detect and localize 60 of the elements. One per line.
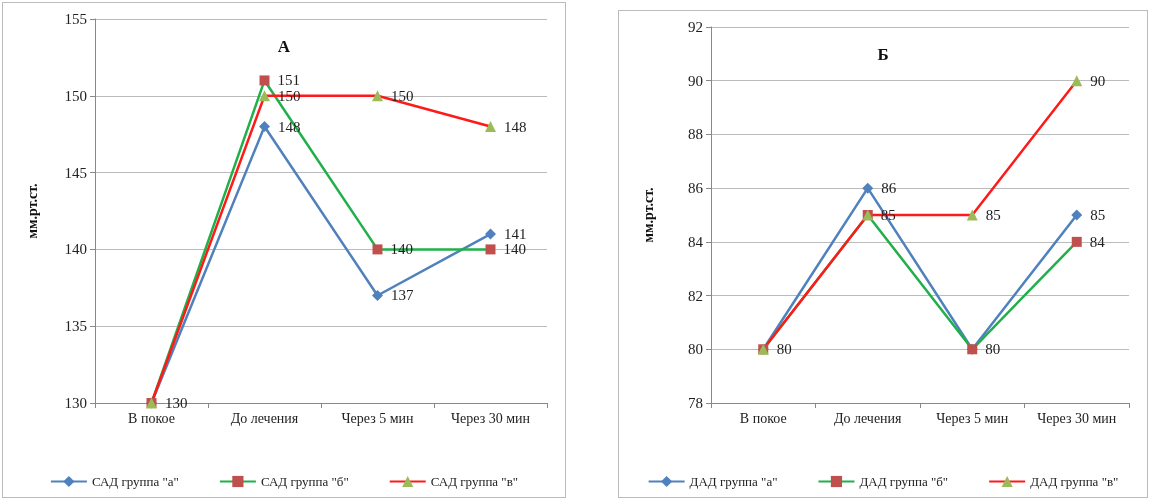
- legend-label: САД группа "б": [260, 474, 349, 489]
- point: [966, 209, 978, 221]
- text: Б: [877, 45, 889, 64]
- data-label: 84: [1089, 233, 1106, 250]
- point: [259, 75, 270, 86]
- data-label: 141: [504, 226, 527, 243]
- data-label: 80: [776, 341, 792, 358]
- data-label: 137: [391, 287, 414, 304]
- x-tick-label: Через 5 мин: [936, 410, 1009, 426]
- data-label: 148: [504, 118, 527, 135]
- y-tick-label: 150: [64, 87, 87, 104]
- legend-label: САД группа "в": [430, 474, 519, 489]
- x-tick-label: В покое: [128, 410, 175, 426]
- y-tick-label: 155: [64, 11, 87, 27]
- point: [485, 121, 496, 133]
- legend-label: ДАД группа "в": [1030, 474, 1119, 489]
- data-label: 130: [165, 395, 188, 411]
- legend-label: САД группа "а": [91, 474, 179, 489]
- x-tick-label: Через 5 мин: [341, 410, 415, 426]
- point: [1071, 209, 1083, 221]
- point: [1071, 236, 1082, 247]
- legend-label: ДАД группа "а": [689, 474, 778, 489]
- point: [259, 121, 270, 133]
- x-tick-label: До лечения: [833, 410, 903, 426]
- data-label: 85: [1090, 207, 1106, 223]
- point: [485, 244, 496, 255]
- data-label: 85: [985, 207, 1001, 223]
- data-label: 140: [503, 241, 526, 258]
- data-label: 151: [277, 72, 300, 89]
- y-axis-title: мм.рт.ст.: [24, 183, 40, 239]
- legend-label: ДАД группа "б": [859, 474, 949, 489]
- x-tick-label: До лечения: [230, 410, 299, 426]
- data-label: 90: [1090, 72, 1106, 89]
- y-tick-label: 92: [688, 19, 703, 35]
- point: [372, 244, 383, 255]
- point: [862, 182, 874, 194]
- point: [372, 289, 383, 301]
- point: [485, 228, 496, 240]
- point: [259, 90, 270, 102]
- data-label: 150: [391, 87, 414, 104]
- x-tick-label: Через 30 мин: [1037, 410, 1117, 426]
- y-tick-label: 86: [688, 180, 704, 197]
- y-tick-label: 82: [688, 287, 703, 304]
- x-tick-label: В покое: [739, 410, 787, 426]
- y-tick-label: 130: [64, 395, 87, 411]
- y-tick-label: 78: [688, 395, 703, 411]
- x-tick-label: Через 30 мин: [450, 410, 531, 426]
- y-tick-label: 90: [688, 72, 703, 89]
- y-tick-label: 88: [688, 126, 703, 143]
- data-label: 80: [985, 341, 1001, 358]
- point: [1071, 75, 1083, 87]
- y-tick-label: 135: [64, 318, 87, 335]
- text: А: [277, 37, 291, 56]
- y-tick-label: 84: [688, 233, 704, 250]
- point: [372, 90, 383, 102]
- data-label: 86: [881, 180, 897, 197]
- y-tick-label: 80: [688, 341, 703, 358]
- y-axis-title: мм.рт.ст.: [640, 187, 656, 243]
- y-tick-label: 140: [64, 241, 87, 258]
- y-tick-label: 145: [64, 164, 87, 181]
